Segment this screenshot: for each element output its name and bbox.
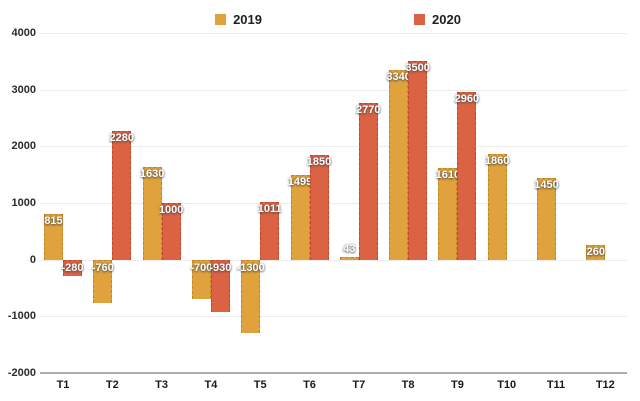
bar-2019-T9 xyxy=(438,168,458,260)
y-axis-tick-label: 0 xyxy=(29,253,36,266)
x-axis-category-label: T6 xyxy=(303,379,316,391)
bar-2020-T1 xyxy=(63,259,82,276)
legend: 2019 2020 xyxy=(18,12,640,27)
bar-2019-T12 xyxy=(586,244,606,260)
bar-2019-T1 xyxy=(44,213,63,260)
bar-2020-T7 xyxy=(358,102,378,260)
bar-2019-T7 xyxy=(339,257,359,260)
bar-2019-T10 xyxy=(487,154,507,260)
gridline-1000 xyxy=(40,203,627,204)
gridline--1000 xyxy=(40,316,627,318)
legend-item-2019[interactable]: 2019 xyxy=(215,12,262,27)
x-axis-category-label: T11 xyxy=(546,379,566,391)
gridline-3000 xyxy=(40,89,627,91)
bar-2019-T4 xyxy=(191,259,211,300)
bar-2020-T9 xyxy=(457,91,477,260)
x-axis-category-label: T5 xyxy=(253,379,267,391)
bar-2020-T8 xyxy=(408,61,428,260)
y-axis-tick-label: 1000 xyxy=(11,197,36,209)
y-axis-tick-label: -1000 xyxy=(7,310,36,323)
y-axis-tick-label: 3000 xyxy=(11,83,36,96)
legend-label-2019: 2019 xyxy=(233,12,262,27)
y-axis-tick-label: 2000 xyxy=(11,140,36,153)
x-axis-category-label: T9 xyxy=(450,379,464,391)
x-axis-category-label: T12 xyxy=(595,379,615,391)
gridline-2000 xyxy=(40,146,627,148)
x-axis-category-label: T10 xyxy=(497,379,517,391)
legend-swatch-2019-icon xyxy=(215,14,227,25)
x-axis-category-label: T2 xyxy=(105,379,119,391)
bar-2019-T3 xyxy=(142,167,162,260)
x-axis-category-label: T3 xyxy=(155,379,169,391)
bar-2019-T6 xyxy=(290,174,310,260)
x-axis-category-label: T8 xyxy=(401,379,415,391)
gridline-4000 xyxy=(40,33,627,34)
legend-swatch-2020-icon xyxy=(414,14,425,25)
y-axis-tick-label: 4000 xyxy=(11,27,36,39)
bar-2019-T11 xyxy=(537,177,556,260)
bar-2020-T4 xyxy=(210,259,230,313)
legend-item-2020[interactable]: 2020 xyxy=(414,12,461,27)
bar-2019-T2 xyxy=(93,259,113,303)
x-axis-line xyxy=(40,372,627,374)
x-axis-category-label: T1 xyxy=(56,379,70,391)
bar-2020-T5 xyxy=(260,202,280,260)
y-axis-tick-label: -2000 xyxy=(7,367,36,379)
bar-2019-T5 xyxy=(241,259,261,334)
bar-2020-T2 xyxy=(112,130,132,260)
legend-label-2020: 2020 xyxy=(432,12,461,27)
x-axis-category-label: T4 xyxy=(204,379,218,391)
bar-2020-T3 xyxy=(161,203,181,260)
gridline-0 xyxy=(40,259,627,261)
x-axis-category-label: T7 xyxy=(352,379,366,391)
bar-2020-T6 xyxy=(309,154,329,260)
bar-2019-T8 xyxy=(389,70,409,260)
